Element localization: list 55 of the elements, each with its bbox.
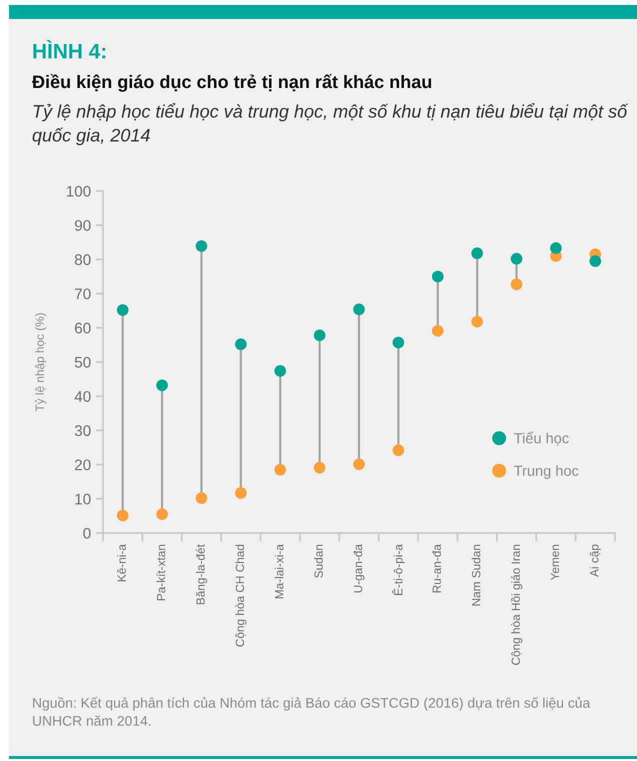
y-tick-label: 20	[74, 459, 91, 470]
point	[590, 255, 602, 267]
chart-subtitle: Tỷ lệ nhập học tiểu học và trung học, một số khu tị nạn tiêu biểu tại một số quốc gia, 2014	[32, 103, 628, 146]
x-tick-label: Cộng hòa CH Chad	[235, 544, 246, 647]
y-tick-label: 10	[75, 494, 91, 504]
legend-label: Trung hoc	[514, 465, 578, 479]
y-tick-label: 90	[74, 220, 91, 231]
point	[196, 492, 208, 504]
x-tick-label: Cộng hòa Hồi giáo Iran	[510, 544, 522, 665]
chart-title: Điều kiện giáo dục cho trẻ tị nạn rất khác nhau	[32, 74, 432, 92]
y-tick-label: 70	[74, 288, 91, 300]
x-tick-label: Kê-ni-a	[117, 544, 126, 582]
y-axis-title: Tỷ lệ nhập học (%)	[34, 313, 46, 412]
point	[471, 247, 483, 260]
x-tick-label: Nam Sudan	[472, 544, 480, 606]
y-tick-label: 60	[74, 322, 91, 334]
point	[235, 338, 247, 350]
x-tick-label: Ê-ti-ô-pi-a	[392, 544, 405, 595]
x-tick-label: U-gan-đa	[353, 544, 365, 592]
point	[235, 487, 247, 499]
point	[392, 444, 404, 456]
legend-label: Tiểu học	[514, 431, 569, 446]
x-tick-label: Sudan	[314, 544, 323, 578]
x-tick-label: Ru-an-đa	[432, 544, 441, 592]
point	[196, 240, 208, 252]
point	[550, 242, 562, 254]
point	[510, 252, 522, 265]
point	[353, 304, 365, 316]
point	[156, 508, 168, 520]
point	[156, 379, 168, 392]
point	[314, 462, 326, 474]
y-tick-label: 40	[74, 391, 91, 402]
point	[471, 316, 483, 328]
text: HÌNH 4:	[33, 40, 106, 58]
y-tick-label: 30	[74, 425, 91, 436]
point	[392, 336, 404, 348]
point	[432, 325, 444, 337]
point	[314, 330, 326, 342]
text: Nguồn: Kết quả phân tích của Nhóm tác giả Báo cáo GSTCGD (2016) dựa trên số liệu của UNHCR năm 2014.	[33, 697, 590, 726]
y-tick-label: 0	[83, 528, 91, 539]
x-tick-label: Ai cập	[590, 544, 601, 577]
point	[510, 278, 522, 290]
point	[274, 365, 286, 377]
point	[116, 304, 128, 316]
point	[274, 464, 286, 476]
point	[353, 458, 365, 470]
point	[116, 510, 128, 522]
x-tick-label: Pa-kít-xtan	[156, 544, 166, 600]
x-tick-label: Yemen	[550, 544, 560, 580]
x-tick-label: Ma-lai-xi-a	[274, 544, 284, 598]
y-tick-label: 100	[66, 186, 91, 197]
point	[432, 270, 444, 282]
y-tick-label: 80	[74, 254, 91, 266]
y-tick-label: 50	[74, 356, 91, 368]
x-tick-label: Băng-la-đét	[196, 544, 208, 604]
